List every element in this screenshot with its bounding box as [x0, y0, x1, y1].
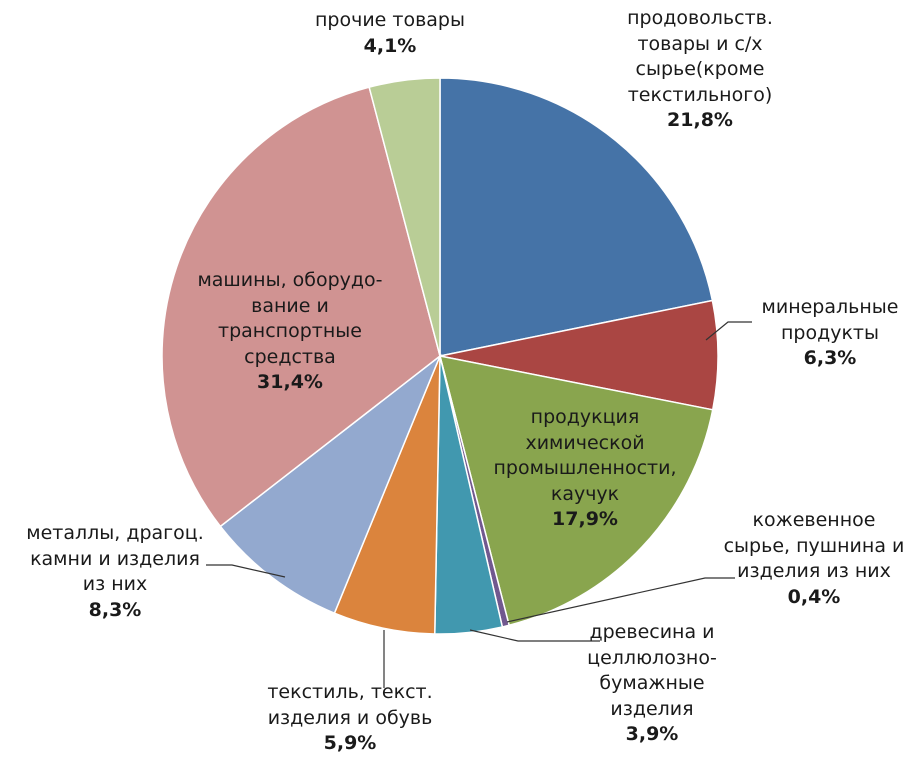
value-label: 3,9% [625, 723, 679, 745]
label-line: средства [244, 345, 336, 368]
label-line: камни и изделия [30, 547, 200, 570]
leader-line-mineral [705, 321, 752, 341]
value-label: 4,1% [363, 34, 417, 57]
slice-label-machinery: машины, оборудо- вание и транспортные ср… [170, 268, 410, 396]
value-label: 0,4% [787, 585, 841, 608]
label-line: прочие товары [314, 9, 465, 31]
slice-label-wood: древесина и целлюлозно- бумажные изделия… [572, 620, 732, 748]
label-line: продукция [530, 406, 640, 428]
pie-slices [161, 77, 719, 635]
leader-line-leather [506, 577, 735, 623]
label-line: продукты [780, 321, 880, 344]
leader-line-wood [469, 629, 600, 642]
value-label: 31,4% [257, 371, 323, 393]
label-line: из них [82, 573, 148, 595]
label-line: изделия и обувь [267, 706, 433, 729]
label-line: минеральные [761, 296, 899, 318]
label-line: химической [525, 431, 645, 454]
slice-label-food: продовольств. товары и с/х сырье(кроме т… [620, 6, 780, 134]
label-line: древесина и [589, 621, 715, 643]
label-line: транспортные [218, 320, 362, 342]
pie-slice-metals [219, 353, 442, 615]
leader-line-metals [206, 564, 286, 578]
slice-label-other: прочие товары 4,1% [300, 8, 480, 59]
value-label: 17,9% [552, 508, 618, 530]
label-line: товары и с/х [637, 32, 763, 55]
label-line: машины, оборудо- [197, 269, 383, 291]
label-line: целлюлозно- [587, 646, 717, 669]
label-line: изделия [610, 697, 694, 720]
label-line: вание и [251, 294, 329, 317]
leader-lines [206, 321, 752, 688]
value-label: 6,3% [803, 347, 857, 369]
label-line: промышленности, [493, 457, 677, 479]
pie-slice-machinery [161, 86, 441, 528]
slice-label-textile: текстиль, текст. изделия и обувь 5,9% [240, 680, 460, 757]
value-label: 8,3% [88, 598, 142, 621]
label-line: текстиль, текст. [267, 681, 433, 703]
label-line: каучук [550, 482, 620, 505]
value-label: 5,9% [323, 732, 377, 754]
label-line: продовольств. [627, 7, 773, 29]
label-line: сырье, пушнина и [723, 534, 905, 557]
slice-label-leather: кожевенное сырье, пушнина и изделия из н… [714, 508, 914, 610]
label-line: кожевенное [752, 509, 876, 531]
pie-slice-food [439, 77, 714, 357]
label-line: сырье(кроме [635, 58, 765, 80]
label-line: бумажные [599, 672, 705, 694]
label-line: металлы, драгоц. [26, 522, 204, 544]
slice-label-mineral: минеральные продукты 6,3% [745, 295, 915, 372]
value-label: 21,8% [667, 109, 733, 131]
pie-slice-other [368, 77, 441, 357]
slice-label-chemical: продукция химической промышленности, кау… [470, 405, 700, 533]
slice-label-metals: металлы, драгоц. камни и изделия из них … [2, 521, 228, 623]
label-line: изделия из них [737, 560, 891, 582]
label-line: текстильного) [627, 83, 773, 106]
